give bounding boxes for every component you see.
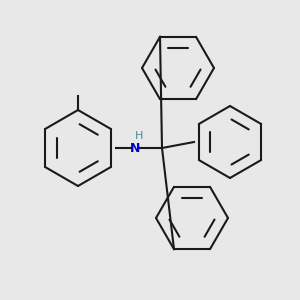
Text: H: H <box>135 131 143 141</box>
Text: N: N <box>130 142 140 154</box>
